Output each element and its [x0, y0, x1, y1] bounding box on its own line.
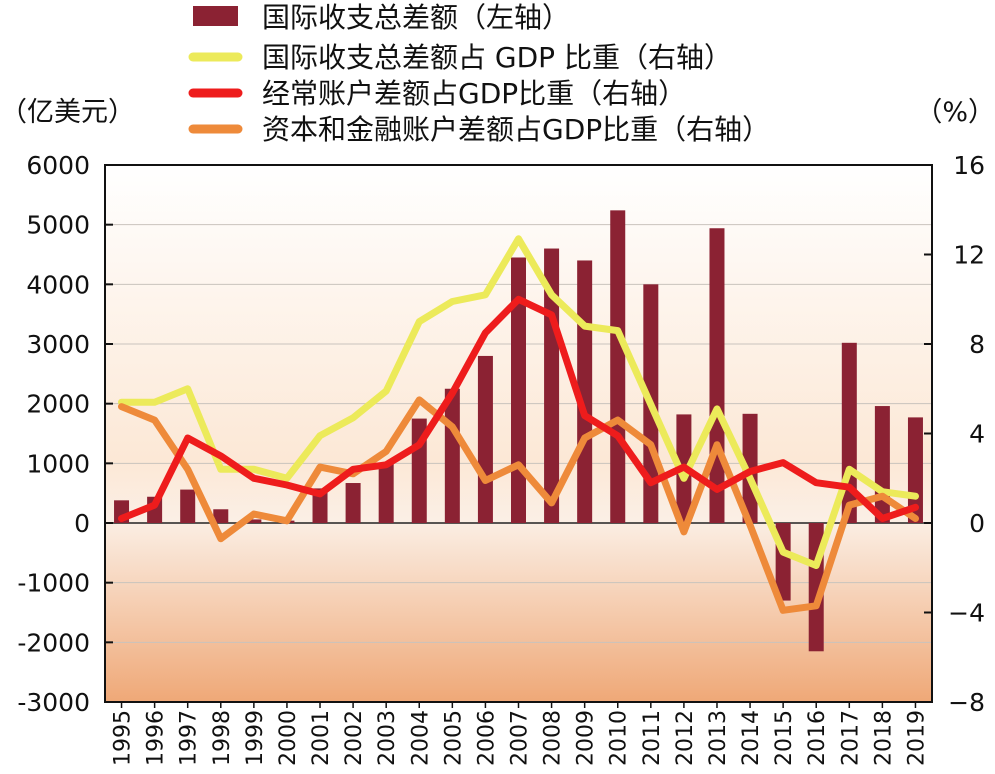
x-tick-label: 1999 — [243, 710, 268, 766]
y-left-axis: 6000 5000 4000 3000 2000 1000 0 -1000 -2000 -3000 — [17, 151, 113, 717]
legend-label: 资本和金融账户差额占GDP比重（右轴） — [262, 113, 770, 146]
legend-label: 经常账户差额占GDP比重（右轴） — [262, 77, 686, 110]
y-right-tick-label: 12 — [953, 241, 985, 270]
y-left-tick-label: 2000 — [26, 390, 90, 419]
y-left-tick-label: 6000 — [26, 151, 90, 180]
bar-1997 — [180, 489, 196, 523]
bar-2006 — [477, 355, 493, 523]
legend-label: 国际收支总差额（左轴） — [262, 1, 570, 34]
y-right-unit-label: （%） — [915, 97, 995, 128]
bar-1999 — [246, 519, 262, 523]
x-tick-label: 2019 — [904, 710, 929, 766]
x-tick-label: 1997 — [177, 710, 202, 766]
y-left-tick-label: -2000 — [17, 628, 90, 657]
line-series-2 — [118, 396, 919, 614]
y-right-tick-label: −4 — [948, 599, 985, 628]
x-axis: 1995 1996 1997 1998 1999 2000 2001 2002 2003 2004… — [111, 702, 929, 766]
x-tick-label: 2013 — [706, 710, 731, 766]
y-right-axis: 16 12 8 4 0 −4 −8 — [924, 151, 985, 717]
legend-item-current-account: 经常账户差额占GDP比重（右轴） — [188, 77, 686, 110]
y-left-tick-label: -1000 — [17, 569, 90, 598]
y-left-tick-label: 5000 — [26, 211, 90, 240]
x-tick-label: 1996 — [144, 710, 169, 766]
x-tick-label: 2017 — [838, 710, 863, 766]
bar-1998 — [213, 509, 229, 523]
y-left-tick-label: 0 — [74, 509, 90, 538]
bar-2018 — [874, 406, 890, 523]
x-tick-label: 2011 — [640, 710, 665, 766]
x-tick-label: 2000 — [276, 710, 301, 766]
x-tick-label: 2001 — [309, 710, 334, 766]
bar-2003 — [378, 463, 394, 523]
y-left-tick-label: 1000 — [26, 449, 90, 478]
bar-2001 — [312, 488, 328, 523]
y-left-tick-label: 4000 — [26, 270, 90, 299]
x-tick-label: 2015 — [772, 710, 797, 766]
legend: 国际收支总差额（左轴） 国际收支总差额占 GDP 比重（右轴） 经常账户差额占G… — [188, 1, 770, 146]
y-left-tick-label: 3000 — [26, 330, 90, 359]
x-tick-label: 2003 — [375, 710, 400, 766]
line-series-0 — [118, 235, 919, 569]
legend-swatch-bar — [193, 6, 238, 26]
x-tick-label: 2006 — [474, 710, 499, 766]
x-tick-label: 2012 — [673, 710, 698, 766]
line-series — [118, 235, 919, 614]
bar-2010 — [610, 210, 626, 523]
x-tick-label: 2014 — [739, 710, 764, 766]
x-tick-label: 2007 — [508, 710, 533, 766]
bar-2005 — [444, 388, 460, 523]
legend-item-capital-account: 资本和金融账户差额占GDP比重（右轴） — [188, 113, 770, 146]
y-right-tick-label: −8 — [948, 688, 985, 717]
y-right-tick-label: 0 — [969, 509, 985, 538]
x-tick-label: 1995 — [111, 710, 136, 766]
x-tick-label: 2016 — [805, 710, 830, 766]
legend-label: 国际收支总差额占 GDP 比重（右轴） — [262, 41, 732, 74]
bar-2002 — [345, 483, 361, 523]
x-tick-label: 2002 — [342, 710, 367, 766]
x-tick-label: 2005 — [441, 710, 466, 766]
y-left-unit-label: （亿美元） — [0, 97, 135, 128]
y-left-tick-label: -3000 — [17, 688, 90, 717]
y-right-tick-label: 16 — [953, 151, 985, 180]
line-series-1 — [118, 295, 919, 522]
bar-2013 — [709, 228, 725, 523]
legend-item-total-balance: 国际收支总差额（左轴） — [193, 1, 570, 34]
x-tick-label: 1998 — [210, 710, 235, 766]
bar-2007 — [511, 257, 526, 523]
x-tick-label: 2018 — [871, 710, 896, 766]
x-tick-label: 2004 — [408, 710, 433, 766]
x-tick-label: 2009 — [574, 710, 599, 766]
x-tick-label: 2008 — [541, 710, 566, 766]
x-tick-label: 2010 — [607, 710, 632, 766]
legend-item-total-gdp: 国际收支总差额占 GDP 比重（右轴） — [188, 41, 732, 74]
y-right-tick-label: 8 — [969, 330, 985, 359]
y-right-tick-label: 4 — [969, 420, 985, 449]
